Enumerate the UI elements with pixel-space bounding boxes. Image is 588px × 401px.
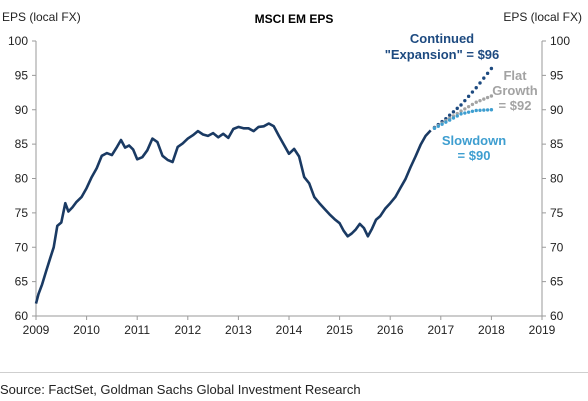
projection-dot-expansion — [451, 110, 456, 114]
right-axis-unit-label: EPS (local FX) — [503, 10, 582, 24]
projection-dot-expansion — [485, 71, 490, 76]
projection-dot-slowdown — [463, 111, 467, 115]
chart-title: MSCI EM EPS — [254, 12, 334, 26]
y-tick-label-left: 100 — [8, 34, 28, 48]
annotation-flat: Flat — [503, 68, 527, 83]
x-tick-label: 2009 — [23, 323, 50, 337]
projection-dot-expansion — [463, 98, 467, 103]
projection-dot-expansion — [459, 103, 463, 107]
source-note: Source: FactSet, Goldman Sachs Global In… — [0, 372, 588, 397]
y-tick-label-left: 60 — [15, 309, 29, 323]
y-tick-label-right: 60 — [550, 309, 564, 323]
projection-dot-expansion — [466, 94, 471, 99]
projection-dot-expansion — [470, 90, 475, 94]
projection-dot-slowdown — [436, 124, 440, 128]
y-tick-label-right: 90 — [550, 103, 564, 117]
projection-dot-expansion — [489, 66, 494, 71]
projection-dot-expansion — [482, 76, 486, 80]
projection-dot-flat — [470, 102, 475, 107]
projection-dot-slowdown — [444, 120, 448, 124]
projection-dot-slowdown — [489, 108, 494, 112]
projection-dot-slowdown — [466, 110, 471, 114]
projection-dot-slowdown — [478, 108, 482, 112]
projection-dot-slowdown — [432, 126, 437, 131]
projection-dot-slowdown — [447, 118, 452, 122]
projection-dot-flat — [478, 98, 482, 103]
y-tick-label-left: 65 — [15, 275, 29, 289]
projection-dot-slowdown — [485, 108, 490, 112]
y-tick-label-right: 85 — [550, 137, 564, 151]
y-tick-label-left: 80 — [15, 172, 29, 186]
x-tick-label: 2011 — [124, 323, 150, 337]
eps-line-chart: 60 60 65 65 70 70 75 75 80 80 85 85 90 90 95 95 100 100 20… — [8, 31, 570, 337]
series-line-history — [34, 122, 432, 304]
projection-dot-expansion — [474, 86, 478, 90]
y-tick-label-left: 95 — [15, 68, 29, 82]
y-tick-label-right: 70 — [550, 240, 564, 254]
projection-dot-flat — [459, 109, 463, 113]
annotation-flat: = $92 — [499, 98, 532, 113]
projection-dot-flat — [466, 104, 471, 109]
projection-dot-flat — [485, 95, 490, 100]
annotation-expansion: "Expansion" = $96 — [385, 47, 500, 62]
y-tick-label-left: 85 — [15, 137, 29, 151]
y-tick-label-left: 75 — [15, 206, 29, 220]
y-tick-label-left: 70 — [15, 240, 29, 254]
x-tick-label: 2015 — [326, 323, 353, 337]
x-tick-label: 2012 — [174, 323, 201, 337]
y-tick-label-left: 90 — [15, 103, 29, 117]
x-tick-label: 2014 — [276, 323, 303, 337]
annotation-slowdown: = $90 — [458, 148, 491, 163]
projection-dot-slowdown — [451, 116, 456, 120]
projection-dot-expansion — [455, 106, 459, 111]
projection-dot-slowdown — [470, 109, 475, 113]
x-tick-label: 2016 — [377, 323, 404, 337]
projection-dot-flat — [474, 100, 478, 104]
projection-dot-expansion — [478, 81, 482, 85]
projection-dot-flat — [489, 94, 494, 98]
projection-dot-slowdown — [455, 114, 459, 118]
annotation-flat: Growth — [492, 83, 538, 98]
x-tick-label: 2010 — [73, 323, 100, 337]
y-tick-label-right: 100 — [550, 34, 570, 48]
projection-dot-slowdown — [459, 112, 463, 116]
projection-dot-expansion — [447, 113, 452, 117]
projection-dot-slowdown — [440, 122, 444, 126]
projection-dot-slowdown — [474, 108, 478, 113]
projection-dot-slowdown — [482, 108, 486, 112]
x-tick-label: 2017 — [427, 323, 454, 337]
x-tick-label: 2019 — [529, 323, 556, 337]
x-tick-label: 2013 — [225, 323, 252, 337]
projection-dot-flat — [482, 97, 486, 101]
annotation-expansion: Continued — [410, 31, 474, 46]
y-tick-label-right: 75 — [550, 206, 564, 220]
annotation-slowdown: Slowdown — [442, 133, 506, 148]
y-tick-label-right: 65 — [550, 275, 564, 289]
projection-dot-flat — [455, 111, 459, 116]
left-axis-unit-label: EPS (local FX) — [2, 10, 81, 24]
x-tick-label: 2018 — [478, 323, 505, 337]
projection-dot-flat — [463, 107, 467, 111]
y-tick-label-right: 95 — [550, 68, 564, 82]
y-tick-label-right: 80 — [550, 172, 564, 186]
